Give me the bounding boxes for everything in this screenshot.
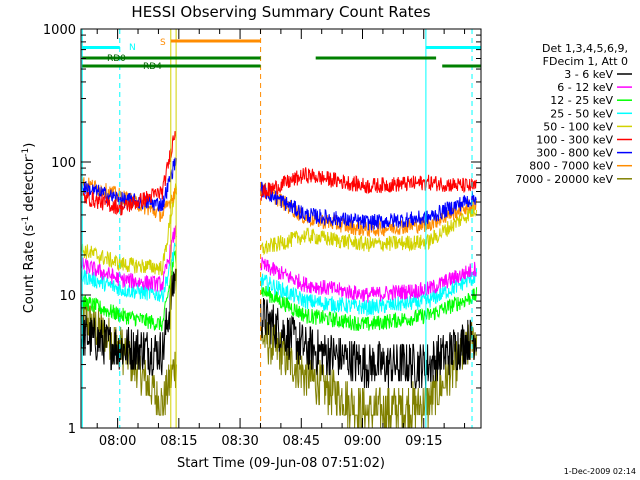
x-tick-label: 09:15	[405, 434, 442, 449]
x-axis: 08:00 08:15 08:30 08:45 09:00 09:15	[96, 29, 466, 449]
timestamp: 1-Dec-2009 02:14	[564, 467, 636, 476]
y-tick-label: 1	[68, 422, 76, 437]
flag-label: S	[160, 38, 166, 48]
x-tick-label: 08:15	[160, 434, 197, 449]
x-axis-label: Start Time (09-Jun-08 07:51:02)	[177, 456, 385, 471]
legend-entry: 3 - 6 keV	[564, 68, 613, 81]
legend-entry: 800 - 7000 keV	[529, 160, 613, 173]
series-line	[81, 183, 478, 276]
x-tick-label: 08:45	[283, 434, 320, 449]
plot-area: N S RD0 RD4	[81, 29, 481, 428]
legend: Det 1,3,4,5,6,9,FDecim 1, Att 03 - 6 keV…	[515, 42, 632, 186]
y-axis-label: Count Rate (s-1 detector-1)	[21, 143, 37, 314]
series-line	[81, 131, 478, 216]
legend-header: Det 1,3,4,5,6,9,	[542, 42, 628, 55]
series-line	[81, 268, 478, 389]
flag-label: RD0	[107, 54, 126, 64]
legend-entry: 100 - 300 keV	[536, 134, 613, 147]
series-line	[81, 250, 478, 332]
y-tick-label: 10	[59, 289, 76, 304]
y-tick-label: 100	[51, 156, 76, 171]
legend-entry: 25 - 50 keV	[550, 107, 613, 120]
legend-header: FDecim 1, Att 0	[543, 55, 628, 68]
chart-title: HESSI Observing Summary Count Rates	[131, 3, 430, 21]
legend-entry: 50 - 100 keV	[543, 120, 613, 133]
series-line	[81, 293, 478, 428]
x-tick-label: 08:30	[221, 434, 258, 449]
flag-label: N	[129, 43, 136, 53]
legend-entry: 12 - 25 keV	[550, 94, 613, 107]
x-tick-label: 08:00	[99, 434, 136, 449]
y-tick-label: 1000	[43, 23, 76, 38]
x-tick-label: 09:00	[344, 434, 381, 449]
legend-entry: 300 - 800 keV	[536, 147, 613, 160]
flag-label: RD4	[143, 62, 162, 72]
legend-entry: 7000 - 20000 keV	[515, 173, 613, 186]
series-line	[81, 157, 477, 231]
legend-entry: 6 - 12 keV	[557, 81, 613, 94]
series-line	[81, 225, 477, 303]
y-axis: 1 10 100 1000	[43, 23, 481, 437]
series-line	[81, 242, 478, 316]
